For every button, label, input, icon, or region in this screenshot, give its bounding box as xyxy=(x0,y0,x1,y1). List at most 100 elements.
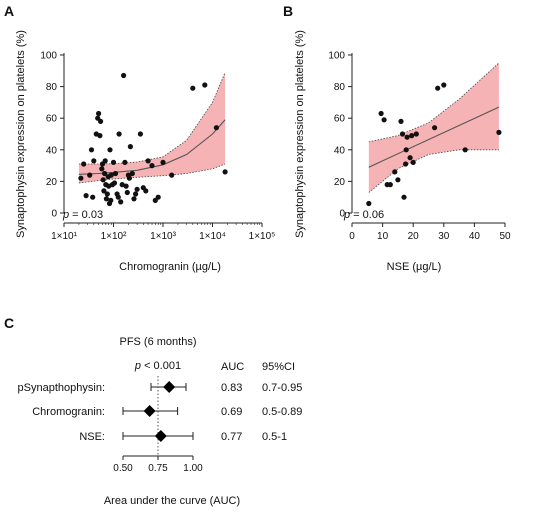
panel-b-x-tick-label: 0 xyxy=(349,231,355,242)
panel-a-x-tick-label: 1×10⁴ xyxy=(199,231,226,242)
panel-a-data-point xyxy=(111,180,118,186)
panel-a-data-point xyxy=(78,175,84,181)
panel-a-p-annotation: p = 0.03 xyxy=(62,209,103,221)
panel-a-band-area xyxy=(78,72,226,183)
panel-c-auc-value: 0.69 xyxy=(221,406,242,418)
panel-c-row-label: NSE: xyxy=(79,431,105,443)
panel-a-data-point xyxy=(81,161,87,167)
panel-a-data-point xyxy=(131,196,137,202)
panel-a-data-point xyxy=(83,193,89,199)
panel-a-data-point xyxy=(108,172,114,178)
panel-c-ci-value: 0.7-0.95 xyxy=(262,382,302,394)
panel-c-auc-diamond xyxy=(143,405,156,417)
panel-a-data-point xyxy=(127,144,133,150)
panel-c-auc-header: AUC xyxy=(221,361,244,373)
panel-c-auc-value: 0.77 xyxy=(221,431,242,443)
panel-b-letter: B xyxy=(283,3,293,19)
panel-b-data-point xyxy=(398,118,404,124)
panel-b-y-tick-label: 80 xyxy=(334,82,346,93)
panel-b-data-point xyxy=(366,200,372,207)
panel-b-y-tick-label: 0 xyxy=(339,209,345,220)
panel-a-data-point xyxy=(222,169,228,175)
panel-b-data-point xyxy=(441,82,447,88)
panel-c-x-tick-label: 1.00 xyxy=(183,463,203,474)
panel-b-data-point xyxy=(432,125,438,131)
panel-b-x-tick-label: 10 xyxy=(377,231,389,242)
panel-a-y-tick-label: 60 xyxy=(46,114,58,125)
panel-c-x-tick-label: 0.75 xyxy=(148,463,168,474)
panel-c-title: PFS (6 months) xyxy=(119,336,196,348)
panel-a-x-tick-label: 1×10¹ xyxy=(51,231,78,242)
panel-b-data-point xyxy=(381,117,387,123)
panel-b-y-axis-label: Synaptophysin expression on platelets (%… xyxy=(294,30,306,238)
panel-b-data-point xyxy=(407,155,413,161)
panel-a-data-point xyxy=(155,194,161,200)
panel-c-letter: C xyxy=(4,315,14,331)
panel-a-x-tick-label: 1×10⁵ xyxy=(249,231,276,242)
panel-a-data-point xyxy=(108,197,114,203)
panel-c-forest-plot: pSynapthophysin: 0.83 0.7-0.95 Chromogranin… xyxy=(18,376,302,474)
panel-a-data-point xyxy=(122,159,128,165)
panel-a-points xyxy=(78,72,228,207)
panel-b-y-tick-label: 100 xyxy=(328,51,345,62)
panel-a-data-point xyxy=(102,170,108,177)
panel-a-data-point xyxy=(116,131,122,137)
panel-b-x-tick-label: 40 xyxy=(469,231,481,242)
panel-a-data-point xyxy=(119,182,125,188)
panel-a-axes: 0 20 40 60 80 100 1×10¹ 1×10² 1×10³ 1×10⁴ 1×10⁵ xyxy=(40,51,275,243)
panel-c-auc-diamond xyxy=(154,430,167,442)
panel-b-data-point xyxy=(435,85,441,91)
panel-a: A Synaptophysin expression on platelets … xyxy=(4,3,275,273)
panel-a-data-point xyxy=(129,170,135,177)
panel-a-data-point xyxy=(190,85,196,91)
panel-a-data-point xyxy=(202,82,208,88)
panel-b-data-point xyxy=(404,134,410,140)
panel-a-data-point xyxy=(133,191,139,197)
panel-b-data-point xyxy=(395,177,401,183)
panel-a-data-point xyxy=(96,110,102,117)
panel-b-data-point xyxy=(410,159,416,165)
panel-b-data-point xyxy=(401,194,407,200)
panel-b-x-axis-label: NSE (µg/L) xyxy=(387,261,442,273)
panel-a-data-point xyxy=(104,191,110,197)
panel-c: C PFS (6 months) p < 0.001 AUC 95%CI pSy… xyxy=(4,315,302,507)
panel-a-data-point xyxy=(126,175,132,181)
panel-a-letter: A xyxy=(4,3,14,19)
panel-a-data-point xyxy=(124,189,130,196)
panel-b-fit-curve xyxy=(368,106,500,168)
panel-a-data-point xyxy=(100,177,106,183)
panel-a-data-point xyxy=(97,133,103,139)
panel-a-data-point xyxy=(123,183,129,189)
panel-a-y-tick-label: 80 xyxy=(46,82,58,93)
panel-a-data-point xyxy=(102,158,108,164)
panel-b-x-tick-label: 30 xyxy=(438,231,450,242)
panel-b-data-point xyxy=(403,147,409,153)
panel-b-data-point xyxy=(403,161,409,167)
panel-b-data-point xyxy=(413,131,419,137)
panel-a-data-point xyxy=(121,72,127,79)
panel-a-data-point xyxy=(101,188,107,194)
panel-a-data-point xyxy=(90,194,96,200)
panel-c-row-label: Chromogranin: xyxy=(32,406,105,418)
panel-a-data-point xyxy=(160,159,166,165)
panel-b-p-annotation: p = 0.06 xyxy=(343,209,384,221)
panel-a-y-tick-label: 100 xyxy=(40,51,57,62)
panel-b-data-point xyxy=(409,133,415,139)
panel-a-y-tick-label: 0 xyxy=(51,209,57,220)
panel-a-data-point xyxy=(99,166,105,172)
panel-c-row-label: pSynapthophysin: xyxy=(18,382,105,394)
panel-a-data-point xyxy=(118,199,124,205)
panel-b-x-tick-label: 50 xyxy=(499,231,511,242)
panel-c-x-tick-label: 0.50 xyxy=(113,463,133,474)
panel-a-data-point xyxy=(107,147,113,153)
panel-b: B Synaptophysin expression on platelets … xyxy=(283,3,511,273)
panel-a-fit-line xyxy=(78,119,226,175)
panel-a-data-point xyxy=(88,147,95,153)
panel-a-fit-curve xyxy=(78,119,226,175)
panel-c-auc-diamond xyxy=(163,381,176,393)
panel-b-fit-line xyxy=(368,106,500,168)
panel-b-data-point xyxy=(387,182,393,188)
panel-a-data-point xyxy=(91,158,97,164)
panel-a-data-point xyxy=(98,118,104,124)
